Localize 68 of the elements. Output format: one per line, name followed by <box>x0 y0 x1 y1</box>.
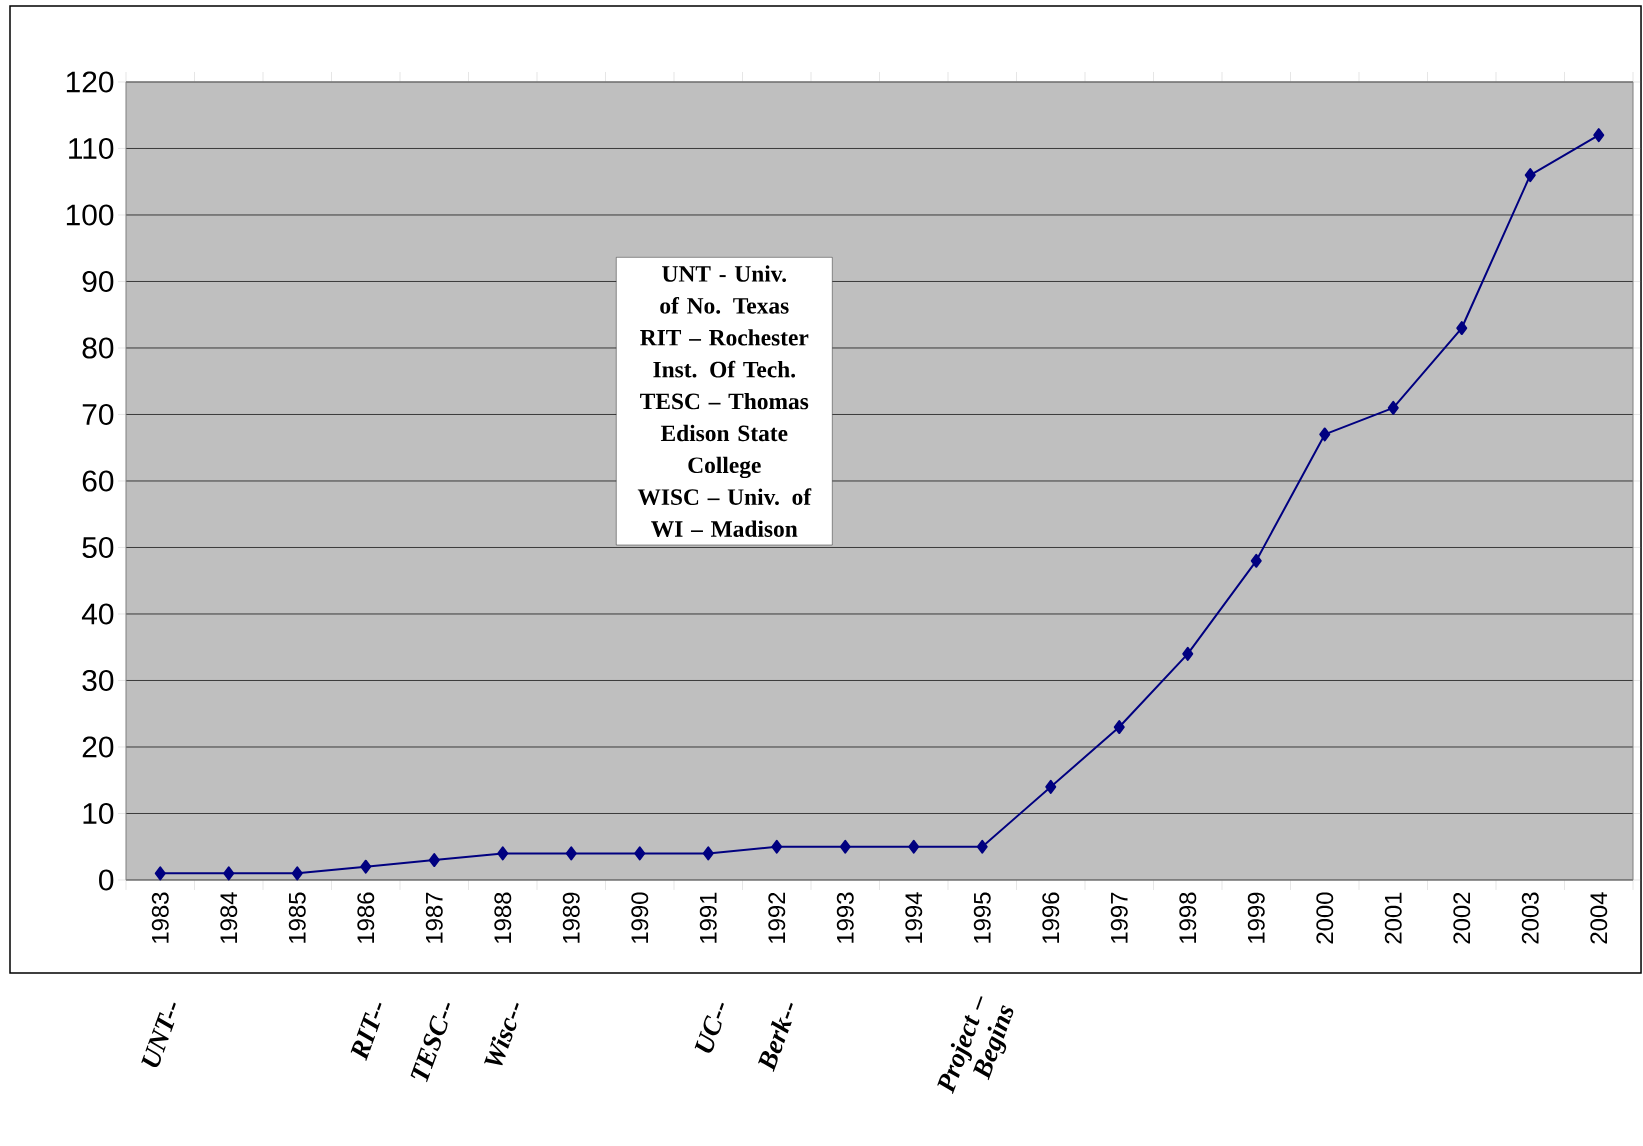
point <box>839 839 851 854</box>
point <box>1113 719 1125 734</box>
annotation: WISC – Univ. of WI – Madison <box>637 488 812 537</box>
point <box>497 846 509 861</box>
x-tick-label: 1993 <box>836 892 854 943</box>
x-tick-label: 1984 <box>220 892 238 943</box>
x-tick-label: 2004 <box>1590 892 1608 944</box>
y-tick-label: 70 <box>82 403 114 425</box>
x-tick-label: 1988 <box>494 892 512 943</box>
point <box>634 846 646 861</box>
y-tick-label: 40 <box>81 603 114 625</box>
x-tick-label: 1990 <box>631 892 649 943</box>
annotation: UNT - Univ. of No. Texas <box>660 265 789 314</box>
y-tick-label: 80 <box>82 337 114 359</box>
x-tick-label: 1986 <box>357 892 375 943</box>
point <box>1593 128 1605 143</box>
y-tick-label: 0 <box>99 869 114 891</box>
x-tick-label: 1992 <box>768 892 786 943</box>
point <box>360 859 372 874</box>
point <box>1250 553 1262 568</box>
point <box>908 839 920 854</box>
x-tick-label: 1991 <box>699 892 717 943</box>
x-tick-label: 2000 <box>1316 892 1334 944</box>
x-tick-label: 1998 <box>1179 892 1197 943</box>
y-tick-label: 120 <box>66 71 114 93</box>
point <box>428 852 440 867</box>
text: Berk-- <box>758 1002 793 1072</box>
point <box>771 839 783 854</box>
point <box>702 846 714 861</box>
point <box>1387 400 1399 415</box>
text: TESC-- <box>410 1002 450 1083</box>
point <box>1456 320 1468 335</box>
text: Project – Begins <box>937 996 1014 1094</box>
x-tick-label: 2001 <box>1384 892 1402 944</box>
point <box>565 846 577 861</box>
y-tick-label: 60 <box>82 470 114 492</box>
point <box>1524 167 1536 182</box>
x-tick-label: 1995 <box>973 892 991 943</box>
y-tick-label: 10 <box>83 802 114 824</box>
x-tick-label: 1999 <box>1247 892 1265 943</box>
annotation: RIT – Rochester Inst. Of Tech. <box>640 329 809 378</box>
x-tick-label: 2002 <box>1453 892 1471 944</box>
point <box>1319 427 1331 442</box>
x-tick-label: 1985 <box>288 892 306 943</box>
point <box>154 866 166 881</box>
text: UC-- <box>694 1002 724 1053</box>
annotation: TESC – Thomas Edison State College <box>640 392 809 478</box>
x-tick-label: 1987 <box>425 892 443 943</box>
point <box>223 866 235 881</box>
text: RIT-- <box>350 1002 382 1061</box>
y-tick-label: 30 <box>82 669 114 691</box>
y-tick-label: 20 <box>82 736 114 758</box>
x-tick-label: 1983 <box>151 892 169 943</box>
point <box>1045 779 1057 794</box>
point <box>976 839 988 854</box>
point <box>1182 646 1194 661</box>
x-tick-label: 1997 <box>1110 892 1128 943</box>
y-tick-label: 90 <box>82 270 114 292</box>
x-tick-label: 2003 <box>1521 892 1539 944</box>
x-tick-label: 1996 <box>1042 892 1060 943</box>
text: Wisc-- <box>484 1002 519 1066</box>
text: UNT-- <box>141 1002 176 1068</box>
y-tick-label: 100 <box>66 204 114 226</box>
point <box>291 866 303 881</box>
y-tick-label: 110 <box>69 137 114 159</box>
y-tick-label: 50 <box>82 536 114 558</box>
x-tick-label: 1994 <box>905 892 923 943</box>
x-tick-label: 1989 <box>562 892 580 943</box>
